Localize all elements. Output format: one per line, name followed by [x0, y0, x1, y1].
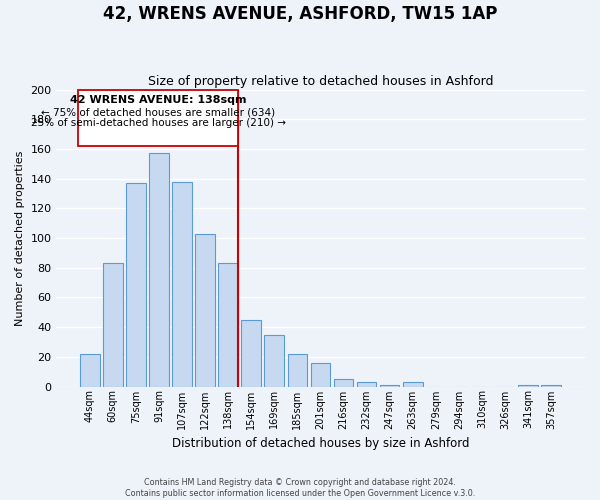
Bar [78, 90, 238, 146]
Bar [265, 334, 284, 386]
X-axis label: Distribution of detached houses by size in Ashford: Distribution of detached houses by size … [172, 437, 469, 450]
Y-axis label: Number of detached properties: Number of detached properties [15, 150, 25, 326]
Bar [218, 264, 238, 386]
Bar [518, 385, 538, 386]
Bar [149, 154, 169, 386]
Bar [380, 385, 400, 386]
Bar [80, 354, 100, 386]
Text: Contains HM Land Registry data © Crown copyright and database right 2024.
Contai: Contains HM Land Registry data © Crown c… [125, 478, 475, 498]
Bar [103, 264, 122, 386]
Bar [403, 382, 422, 386]
Bar [311, 363, 330, 386]
Bar [287, 354, 307, 386]
Text: ← 75% of detached houses are smaller (634): ← 75% of detached houses are smaller (63… [41, 108, 275, 118]
Bar [541, 385, 561, 386]
Bar [172, 182, 192, 386]
Bar [195, 234, 215, 386]
Bar [241, 320, 261, 386]
Text: 42 WRENS AVENUE: 138sqm: 42 WRENS AVENUE: 138sqm [70, 95, 247, 105]
Bar [126, 183, 146, 386]
Text: 42, WRENS AVENUE, ASHFORD, TW15 1AP: 42, WRENS AVENUE, ASHFORD, TW15 1AP [103, 5, 497, 23]
Bar [334, 379, 353, 386]
Text: 25% of semi-detached houses are larger (210) →: 25% of semi-detached houses are larger (… [31, 118, 286, 128]
Bar [357, 382, 376, 386]
Title: Size of property relative to detached houses in Ashford: Size of property relative to detached ho… [148, 76, 493, 88]
